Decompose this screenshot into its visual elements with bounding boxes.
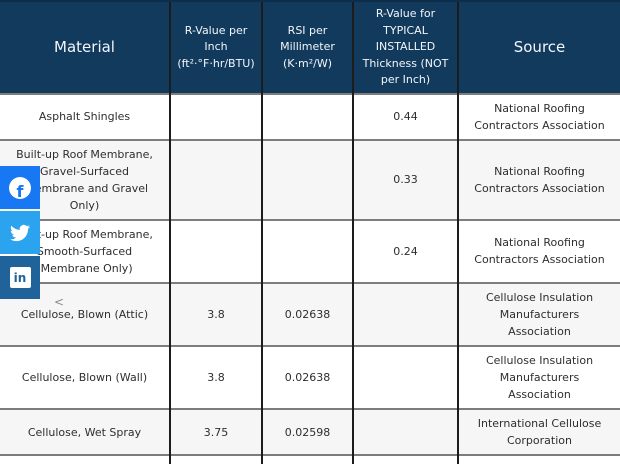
twitter-share-button[interactable] [0,211,40,254]
rsi-per-millimeter-cell: 0.02638 [261,345,353,410]
r-value-per-inch-cell [169,218,262,283]
header-source: Source [457,0,620,94]
r-value-installed-cell: 0.33 [352,138,458,220]
r-value-installed-cell: 0.24 [352,218,458,283]
r-value-installed-cell [352,281,458,347]
table-row: Concrete, Lightweight Insulating0.90 – 1… [0,454,620,464]
facebook-icon: f [9,176,31,199]
rsi-per-millimeter-cell: 0.00630 – 0.01024 [261,454,353,464]
material-cell: Cellulose, Wet Spray [0,408,170,456]
rsi-per-millimeter-cell [261,92,353,140]
share-toolbar: f in [0,166,40,299]
header-material: Material [0,0,170,94]
r-value-installed-cell: 0.44 [352,92,458,140]
table-header: Material R-Value per Inch (ft²·°F·hr/BTU… [0,0,620,94]
rsi-per-millimeter-cell: 0.02598 [261,408,353,456]
rsi-per-millimeter-cell [261,218,353,283]
r-value-per-inch-cell: 3.8 [169,281,262,347]
source-cell: International Cellulose Corporation [457,408,620,456]
material-cell: Cellulose, Blown (Wall) [0,345,170,410]
r-value-per-inch-cell: 3.75 [169,408,262,456]
share-collapse-chevron[interactable]: < [54,295,65,309]
table-row: Cellulose, Blown (Wall) 3.8 0.02638 Cellulo… [0,345,620,410]
twitter-icon [10,223,30,243]
r-value-installed-cell [352,345,458,410]
table-row: Built-up Roof Membrane, Smooth-Surfaced … [0,218,620,283]
source-cell: National Roofing Contractors Association [457,218,620,283]
linkedin-icon: in [9,267,31,288]
facebook-share-button[interactable]: f [0,166,40,209]
source-cell: Cellulose Insulation Manufacturers Assoc… [457,281,620,347]
header-r-value-installed: R-Value for TYPICAL INSTALLED Thickness … [352,0,458,94]
header-r-value-per-inch: R-Value per Inch (ft²·°F·hr/BTU) [169,0,262,94]
r-value-per-inch-cell [169,138,262,220]
r-value-installed-cell [352,408,458,456]
material-cell: Asphalt Shingles [0,92,170,140]
linkedin-share-button[interactable]: in [0,256,40,299]
table-body: Asphalt Shingles 0.44 National Roofing Con… [0,92,620,464]
table-row: Asphalt Shingles 0.44 National Roofing Con… [0,92,620,140]
r-value-per-inch-cell: 3.8 [169,345,262,410]
r-value-installed-cell [352,454,458,464]
source-cell: National Roofing Contractors Association [457,92,620,140]
table-row: Built-up Roof Membrane, Gravel-Surfaced … [0,138,620,220]
r-value-per-inch-cell [169,92,262,140]
r-value-per-inch-cell: 0.90 – 1.49 [169,454,262,464]
material-cell: Built-up Roof Membrane, Gravel-Surfaced … [0,138,170,220]
source-cell: Siplast [457,454,620,464]
table-row: Cellulose, Wet Spray 3.75 0.02598 Internati… [0,408,620,456]
material-cell: Concrete, Lightweight Insulating [0,454,170,464]
table-header-row: Material R-Value per Inch (ft²·°F·hr/BTU… [0,0,620,94]
source-cell: Cellulose Insulation Manufacturers Assoc… [457,345,620,410]
rsi-per-millimeter-cell [261,138,353,220]
header-rsi-per-millimeter: RSI per Millimeter (K·m²/W) [261,0,353,94]
rsi-per-millimeter-cell: 0.02638 [261,281,353,347]
source-cell: National Roofing Contractors Association [457,138,620,220]
table-row: Cellulose, Blown (Attic) 3.8 0.02638 Cellul… [0,281,620,347]
